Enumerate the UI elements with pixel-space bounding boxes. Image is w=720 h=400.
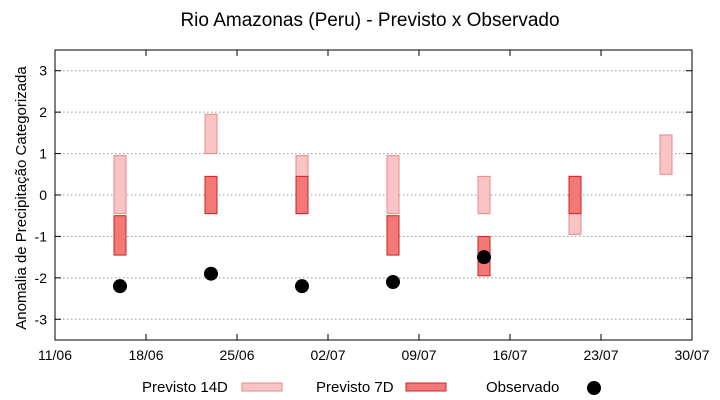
point-observado — [204, 266, 218, 281]
bar-previsto-7d — [113, 215, 127, 256]
point-observado — [113, 279, 127, 294]
y-tick-label: -2 — [35, 270, 48, 286]
axis-ticks: -3 -2 -1 0 1 2 3 11/06 18/06 25/06 02/07 09/07 16/07… — [35, 50, 710, 363]
bar-previsto-14d — [477, 175, 491, 215]
legend: Previsto 14D Previsto 7D Observado — [142, 379, 601, 396]
bar-previsto-14d — [204, 113, 218, 155]
legend-swatch-observado — [587, 381, 601, 395]
legend-label-previsto-14d: Previsto 14D — [142, 379, 228, 396]
x-tick-label: 30/07 — [674, 347, 709, 363]
bar-previsto-7d — [204, 175, 218, 215]
bar-previsto-7d — [568, 175, 582, 215]
legend-swatch-previsto-7d — [405, 382, 447, 392]
y-tick-label: -3 — [35, 311, 48, 327]
y-axis-label: Anomalia de Precipitação Categorizada — [13, 66, 30, 330]
bar-previsto-7d — [386, 215, 400, 256]
x-tick-label: 16/07 — [492, 347, 527, 363]
bar-previsto-14d — [386, 155, 400, 215]
y-tick-label: 0 — [39, 187, 47, 203]
chart-title: Rio Amazonas (Peru) - Previsto x Observa… — [180, 10, 559, 31]
x-tick-label: 02/07 — [310, 347, 345, 363]
x-tick-label: 11/06 — [38, 347, 72, 363]
y-tick-label: 1 — [39, 146, 47, 162]
point-observado — [295, 279, 309, 294]
point-observado — [477, 250, 491, 265]
plot-marks — [113, 113, 673, 294]
legend-swatch-previsto-14d — [241, 382, 283, 392]
point-observado — [386, 275, 400, 289]
x-tick-label: 18/06 — [128, 347, 163, 363]
x-tick-label: 09/07 — [401, 347, 436, 363]
grid-lines — [55, 70, 692, 320]
bar-previsto-14d — [659, 134, 673, 175]
legend-label-observado: Observado — [486, 379, 559, 396]
y-tick-label: -1 — [35, 228, 48, 244]
x-tick-label: 23/07 — [583, 347, 618, 363]
x-tick-label: 25/06 — [219, 347, 254, 363]
bar-previsto-14d — [113, 155, 127, 215]
y-tick-label: 3 — [39, 63, 47, 79]
y-tick-label: 2 — [39, 104, 47, 120]
bar-previsto-7d — [295, 175, 309, 215]
legend-label-previsto-7d: Previsto 7D — [316, 379, 394, 396]
